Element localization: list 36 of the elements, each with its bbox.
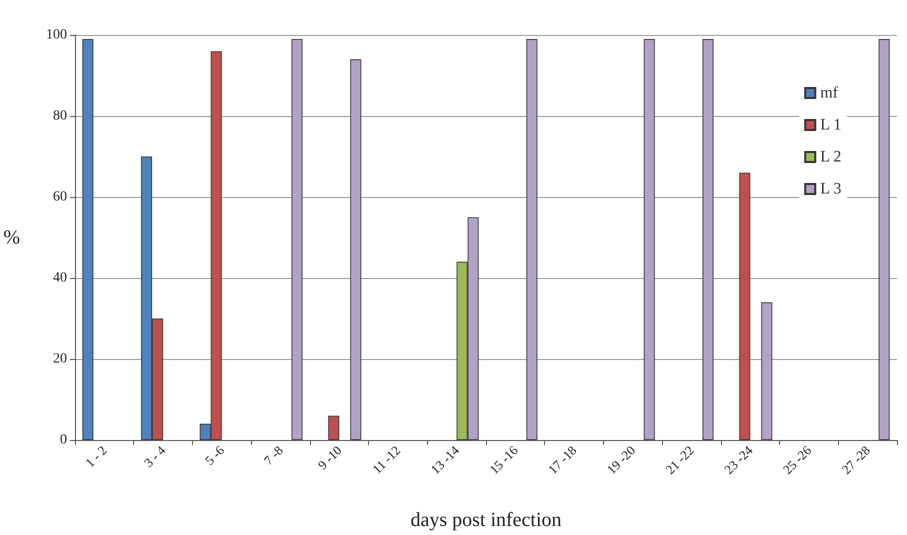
x-tick-label: 7 -8 [260,442,286,468]
y-tick-label: 100 [46,28,67,42]
y-tick-label: 60 [53,190,67,204]
bar [82,39,94,440]
bar [702,39,714,440]
x-tick-label: 3 - 4 [140,442,169,470]
x-tick-label: 17 -18 [545,442,580,478]
x-tick-label: 23 -24 [721,442,756,478]
legend-label: L 1 [820,116,842,134]
bar [644,39,655,440]
x-axis-title: days post infection [410,509,562,531]
y-axis-title: % [3,226,20,248]
legend-label: mf [820,84,839,102]
x-tick-label: 1 - 2 [82,442,110,470]
y-tick-label: 80 [53,108,67,124]
x-tick-label: 25 -26 [780,442,815,478]
legend-label: L 2 [820,148,842,166]
x-tick-label: 5 -6 [202,442,228,468]
bar [328,416,340,440]
y-tick-label: 40 [53,270,67,286]
x-tick-label: 19 -20 [604,442,638,478]
x-tick-label: 27 -28 [838,442,873,478]
y-tick-label: 20 [53,352,67,366]
bar [526,39,538,440]
x-tick-label: 15 -16 [486,442,522,478]
x-tick-label: 13 -14 [428,442,462,478]
bar [350,59,362,440]
bar [878,39,890,440]
bar [761,302,772,440]
y-tick-label: 0 [60,432,67,448]
bar [739,172,750,440]
legend-label: L 3 [820,180,842,198]
x-tick-label: 11 -12 [369,442,404,477]
x-tick-label: 9 -10 [314,442,345,472]
bar [292,39,303,440]
x-tick-label: 21 -22 [662,442,697,478]
